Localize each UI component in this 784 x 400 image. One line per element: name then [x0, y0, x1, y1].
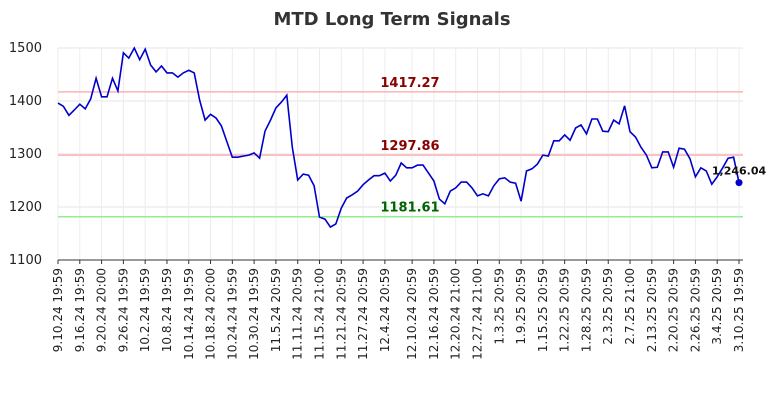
x-tick-label: 12.4.24 20:59 — [378, 268, 392, 352]
last-point — [735, 179, 743, 187]
x-tick-label: 12.27.24 21:00 — [470, 268, 484, 360]
y-tick-label: 1500 — [9, 41, 42, 56]
signal-label: 1417.27 — [380, 76, 439, 91]
x-tick-label: 10.8.24 19:59 — [160, 268, 174, 352]
x-tick-label: 11.27.24 20:59 — [356, 268, 370, 360]
x-tick-label: 3.10.25 19:59 — [732, 268, 746, 352]
x-tick-label: 10.2.24 19:59 — [138, 268, 152, 352]
x-tick-label: 10.24.24 19:59 — [225, 268, 239, 360]
x-tick-label: 9.10.24 19:59 — [51, 268, 65, 352]
x-tick-label: 1.28.25 20:59 — [579, 268, 593, 352]
x-tick-label: 9.16.24 19:59 — [73, 268, 87, 352]
x-tick-label: 10.14.24 19:59 — [182, 268, 196, 360]
x-tick-label: 9.26.24 19:59 — [116, 268, 130, 352]
x-tick-label: 3.4.25 20:59 — [710, 268, 724, 345]
x-tick-label: 11.11.24 20:59 — [291, 268, 305, 360]
x-tick-label: 2.7.25 21:00 — [623, 268, 637, 345]
signal-label: 1181.61 — [380, 201, 439, 216]
x-tick-label: 12.16.24 20:59 — [427, 268, 441, 360]
x-tick-label: 11.15.24 21:00 — [313, 268, 327, 360]
x-tick-label: 2.26.25 20:59 — [688, 268, 702, 352]
x-tick-label: 12.10.24 20:59 — [405, 268, 419, 360]
x-tick-label: 1.3.25 20:59 — [492, 268, 506, 345]
y-tick-label: 1300 — [9, 147, 42, 162]
price-line — [57, 46, 740, 229]
x-tick-label: 9.20.24 20:00 — [95, 268, 109, 352]
chart-title: MTD Long Term Signals — [273, 9, 510, 30]
x-tick-label: 12.20.24 21:00 — [449, 268, 463, 360]
x-tick-label: 2.13.25 20:59 — [645, 268, 659, 352]
x-tick-label: 10.18.24 20:00 — [204, 268, 218, 360]
x-tick-label: 1.15.25 20:59 — [536, 268, 550, 352]
y-tick-label: 1400 — [9, 94, 42, 109]
x-tick-label: 11.21.24 20:59 — [334, 268, 348, 360]
y-tick-label: 1100 — [9, 253, 42, 268]
x-tick-label: 1.9.25 20:59 — [514, 268, 528, 345]
signal-label: 1297.86 — [380, 139, 439, 154]
x-tick-label: 11.5.24 20:59 — [269, 268, 283, 352]
y-tick-label: 1200 — [9, 200, 42, 215]
x-tick-label: 10.30.24 19:59 — [247, 268, 261, 360]
value-label: 1,246.04 — [712, 165, 767, 178]
x-tick-label: 2.20.25 20:59 — [667, 268, 681, 352]
x-tick-label: 2.3.25 20:59 — [601, 268, 615, 345]
x-tick-label: 1.22.25 20:59 — [558, 268, 572, 352]
